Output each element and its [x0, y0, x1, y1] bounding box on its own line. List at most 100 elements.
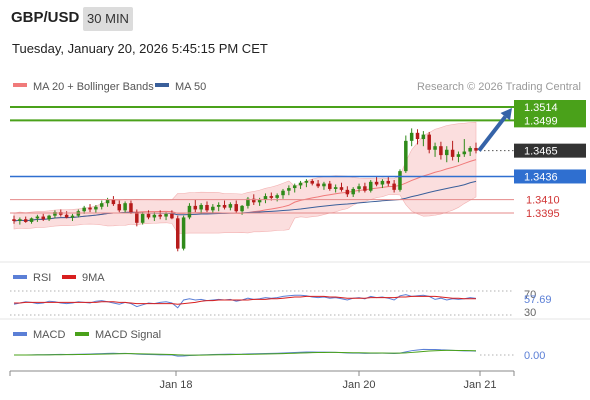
candle-body [409, 132, 414, 141]
candle [409, 128, 414, 147]
rsi-level-high: 70 [524, 289, 536, 301]
rsi-ma-legend-swatch [62, 275, 76, 279]
candle [158, 210, 162, 220]
candle [41, 213, 45, 222]
candle-body [445, 149, 449, 156]
candle [88, 204, 92, 213]
candle-body [433, 146, 437, 150]
candle [187, 203, 192, 220]
credit-text: Research © 2026 Trading Central [417, 81, 581, 93]
macd-signal-line [13, 349, 477, 356]
candle-body [462, 151, 467, 155]
candle-body [70, 215, 75, 218]
candle [228, 202, 233, 211]
candle-body [468, 147, 472, 152]
candle-body [41, 216, 45, 220]
candle-body [193, 205, 198, 210]
last-price-label: 1.3465 [524, 146, 558, 158]
candle [135, 209, 139, 227]
candle [47, 214, 51, 222]
macd-value: 0.00 [524, 350, 545, 362]
resistance-label: 1.3514 [524, 102, 558, 114]
candle [175, 215, 180, 252]
candle [298, 180, 303, 189]
candle [292, 183, 297, 193]
candle-body [117, 204, 122, 211]
candle-body [363, 186, 367, 191]
candle [415, 129, 420, 145]
candle [140, 212, 145, 225]
candle-body [175, 218, 180, 249]
candle [281, 188, 285, 199]
support-label: 1.3410 [526, 195, 560, 207]
candle [111, 196, 116, 206]
target-arrow-shaft [477, 115, 507, 152]
candle-body [88, 207, 92, 210]
candle-body [94, 206, 98, 210]
rsi-ma-line [14, 295, 476, 305]
timeframe-button[interactable]: 30 MIN [83, 7, 133, 31]
candle [211, 204, 215, 213]
candle [18, 217, 22, 225]
timestamp: Tuesday, January 20, 2026 5:45:15 PM CET [12, 41, 268, 56]
candle-body [53, 212, 57, 216]
candle-body [257, 199, 262, 203]
candle-body [252, 198, 256, 203]
level-resistance: 1.3499 [10, 113, 586, 128]
candle [328, 180, 332, 191]
resistance-label: 1.3499 [524, 115, 558, 127]
ma20-legend-swatch [13, 83, 27, 87]
candle-body [322, 183, 326, 187]
candle [427, 131, 431, 154]
candle [193, 199, 198, 213]
candle-body [187, 205, 192, 218]
level-support: 1.3410 [10, 195, 560, 207]
candle-body [439, 146, 443, 156]
candle-body [170, 213, 174, 219]
time-axis: Jan 18 Jan 20 Jan 21 [9, 371, 515, 391]
candle-body [216, 204, 221, 207]
candle [23, 216, 28, 223]
candle [117, 200, 122, 213]
candle [199, 203, 203, 214]
candle [433, 142, 437, 157]
candle [205, 201, 209, 213]
candle-body [99, 203, 104, 207]
candle [35, 214, 40, 222]
candle-body [35, 216, 40, 219]
candle [456, 151, 461, 163]
candle-body [205, 204, 209, 211]
candle-body [263, 196, 268, 200]
candle-body [269, 196, 274, 198]
candle [333, 184, 338, 193]
candle [374, 176, 379, 187]
candle [351, 187, 355, 197]
candle-body [140, 213, 145, 223]
candle-body [135, 212, 139, 223]
candle [310, 179, 315, 186]
rsi-level-low: 30 [524, 307, 536, 319]
candle-body [421, 134, 426, 140]
target-arrow-head [500, 108, 512, 121]
ma20-legend-label: MA 20 + Bollinger Bands [33, 81, 154, 93]
candle-body [228, 204, 233, 208]
candle-body [123, 203, 127, 211]
candle [181, 215, 186, 251]
candle-body [199, 204, 203, 210]
candle-body [29, 218, 34, 222]
resistance-tag [514, 100, 586, 114]
candle-body [105, 199, 110, 204]
rsi-panel [10, 290, 514, 316]
rsi-ma-legend-label: 9MA [82, 272, 105, 284]
candle [246, 196, 250, 209]
candle-body [158, 214, 162, 217]
candle-body [222, 204, 227, 208]
candle [345, 186, 350, 197]
candle-body [345, 189, 350, 195]
candle [222, 200, 227, 210]
candle-body [298, 182, 303, 186]
candle-body [146, 213, 151, 218]
candle [468, 146, 472, 156]
candle-body [316, 183, 320, 187]
candle [450, 140, 455, 161]
